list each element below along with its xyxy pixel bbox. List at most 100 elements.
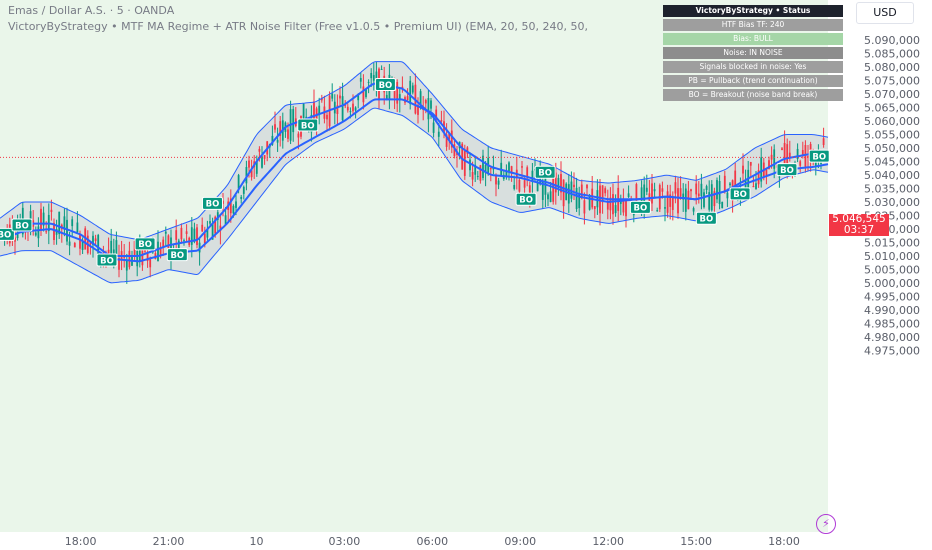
candle-body: [255, 161, 258, 174]
candle-body: [138, 242, 141, 263]
candle-body: [801, 150, 804, 156]
candle-body: [690, 189, 692, 192]
candle-body: [526, 167, 529, 177]
currency-button[interactable]: USD: [856, 2, 914, 24]
candle-body: [677, 188, 679, 214]
candle-body: [419, 91, 422, 108]
candle-body: [757, 170, 760, 185]
candle-body: [783, 142, 786, 165]
candle-body: [601, 185, 604, 203]
candle-body: [692, 208, 695, 212]
signal-label-text: BO: [519, 196, 533, 206]
candle-body: [820, 162, 822, 164]
candle-body: [687, 190, 690, 210]
candle-body: [523, 180, 526, 188]
candle-body: [331, 93, 334, 99]
candle-body: [497, 180, 500, 185]
candle-body: [279, 121, 282, 136]
candle-body: [729, 183, 731, 186]
candle-body: [37, 226, 40, 239]
candle-body: [58, 211, 61, 235]
candle-body: [804, 144, 807, 167]
candle-body: [596, 190, 599, 208]
noise-band-lower-line: [0, 107, 829, 284]
candle-body: [588, 195, 591, 210]
candle-body: [528, 185, 531, 196]
candle-body: [437, 131, 440, 137]
candle-body: [549, 191, 552, 203]
candle-body: [287, 129, 289, 139]
candle-body: [362, 86, 365, 103]
lightning-bolt-icon[interactable]: ⚡: [816, 514, 836, 534]
status-pb-legend: PB = Pullback (trend continuation): [663, 75, 843, 87]
candle-body: [409, 80, 412, 105]
signal-label-box: [374, 78, 396, 92]
candle-body: [167, 235, 170, 249]
price-tick-label: 4.975,000: [864, 345, 920, 358]
candle-body: [240, 196, 243, 199]
symbol-legend[interactable]: Emas / Dollar A.S. · 5 · OANDA: [8, 4, 175, 17]
candle-body: [664, 207, 666, 209]
candle-body: [339, 95, 341, 99]
price-tick-label: 5.075,000: [864, 75, 920, 88]
candle-body: [157, 241, 159, 262]
indicator-legend[interactable]: VictoryByStrategy • MTF MA Regime + ATR …: [8, 20, 588, 33]
time-tick-label: 12:00: [592, 535, 624, 548]
status-bo-legend: BO = Breakout (noise band break): [663, 89, 843, 101]
candle-body: [578, 194, 581, 209]
candle-body: [34, 232, 37, 236]
time-tick-label: 03:00: [329, 535, 361, 548]
signal-label-text: BO: [700, 215, 714, 225]
price-axis-labels: 5.090,0005.085,0005.080,0005.075,0005.07…: [864, 34, 920, 358]
price-tick-label: 5.040,000: [864, 169, 920, 182]
candle-body: [94, 238, 97, 241]
candle-body: [682, 193, 685, 200]
candle-body: [313, 101, 315, 123]
candle-body: [586, 184, 588, 189]
candle-body: [684, 188, 687, 212]
candle-body: [198, 242, 201, 253]
candle-body: [643, 184, 646, 209]
price-tick-label: 5.015,000: [864, 237, 920, 250]
candle-body: [593, 206, 596, 210]
candle-body: [560, 174, 562, 193]
price-tick-label: 5.070,000: [864, 88, 920, 101]
candle-body: [159, 246, 162, 256]
candle-body: [721, 202, 724, 209]
bar-countdown: 03:37: [843, 224, 875, 236]
candle-body: [232, 205, 235, 214]
candle-body: [292, 109, 295, 133]
candle-body: [164, 231, 167, 234]
candle-body: [622, 200, 625, 213]
price-tick-label: 5.050,000: [864, 142, 920, 155]
candle-body: [370, 72, 373, 79]
candle-body: [40, 208, 42, 230]
candle-body: [372, 75, 375, 81]
signal-label-text: BO: [206, 200, 220, 210]
candle-body: [492, 168, 495, 170]
candle-body: [229, 198, 232, 214]
candle-body: [674, 182, 677, 194]
candle-body: [508, 162, 510, 173]
candle-body: [258, 148, 261, 152]
status-htf-bias-tf: HTF Bias TF: 240: [663, 19, 843, 31]
candle-body: [505, 171, 508, 178]
candle-body: [427, 98, 430, 120]
candle-body: [645, 187, 648, 192]
candle-body: [385, 94, 388, 99]
candle-body: [705, 186, 708, 190]
candle-body: [435, 109, 438, 120]
candle-body: [42, 212, 45, 226]
candle-body: [248, 160, 250, 168]
price-tick-label: 5.045,000: [864, 156, 920, 169]
candle-body: [297, 133, 300, 138]
candle-body: [495, 174, 497, 185]
candle-body: [73, 242, 76, 248]
candle-body: [245, 166, 248, 184]
price-tick-label: 5.035,000: [864, 183, 920, 196]
candle-body: [170, 237, 172, 257]
candle-body: [209, 221, 211, 224]
candle-body: [175, 230, 178, 240]
